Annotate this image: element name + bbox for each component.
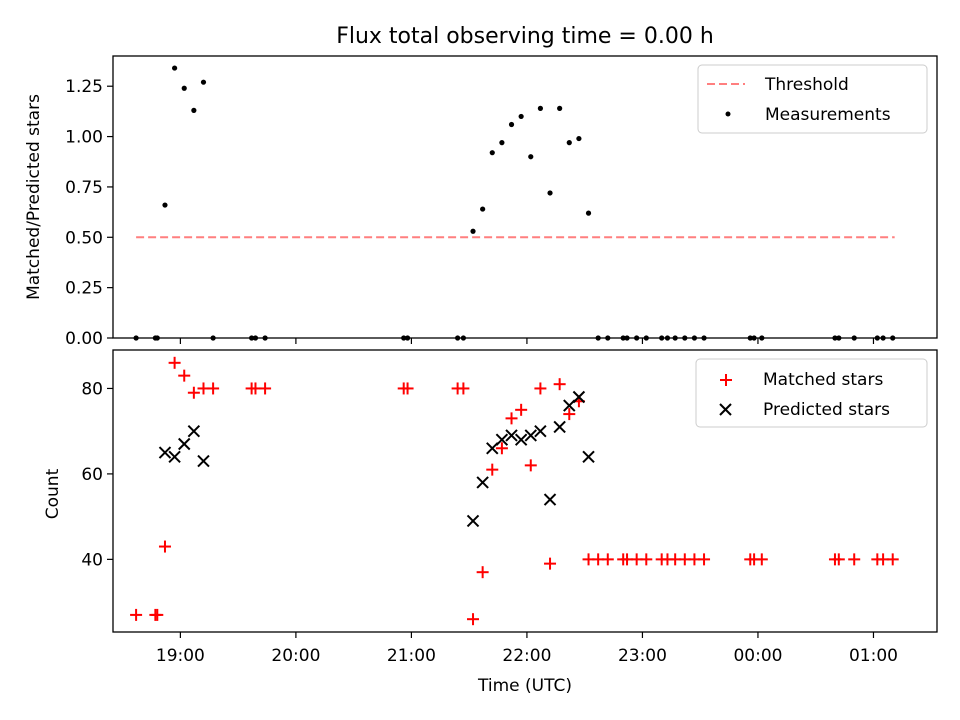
predicted-point-16 <box>572 390 586 404</box>
predicted-legend-label: Predicted stars <box>763 400 890 420</box>
matched-point-2 <box>151 608 164 621</box>
measurement-point-4 <box>172 65 178 71</box>
matched-point-46 <box>848 553 861 566</box>
matched-point-34 <box>640 553 653 566</box>
matched-point-23 <box>534 382 547 395</box>
matched-point-19 <box>495 442 508 455</box>
matched-point-0 <box>130 608 143 621</box>
matched-point-25 <box>553 378 566 391</box>
x-tick-label-0: 19:00 <box>156 646 205 666</box>
top-legend: Threshold Measurements <box>697 64 928 134</box>
y-tick-label-0-1: 0.25 <box>65 279 103 299</box>
predicted-point-5 <box>466 514 480 528</box>
predicted-point-11 <box>524 429 537 442</box>
measurement-point-23 <box>537 105 544 111</box>
predicted-point-17 <box>582 450 595 464</box>
predicted-point-3 <box>187 424 201 438</box>
y-tick-label-0-4: 1.00 <box>65 128 103 148</box>
matched-point-22 <box>524 459 537 472</box>
matched-point-18 <box>486 463 499 476</box>
measurements-legend-label: Measurements <box>765 105 891 125</box>
x-tick-label-2: 21:00 <box>387 646 436 666</box>
top-panel-frame <box>112 55 938 339</box>
measurement-point-16 <box>470 228 476 234</box>
matched-point-13 <box>401 382 414 395</box>
y-tick-label-0-0: 0.00 <box>65 329 103 349</box>
predicted-point-2 <box>178 437 191 451</box>
matched-point-17 <box>476 566 489 579</box>
threshold-legend-label: Threshold <box>764 75 849 95</box>
measurement-point-28 <box>585 210 592 216</box>
matched-point-4 <box>168 356 181 369</box>
matched-point-40 <box>698 553 711 566</box>
predicted-point-13 <box>543 493 557 506</box>
matched-point-26 <box>563 408 576 421</box>
matched-point-8 <box>207 382 220 395</box>
bottom-panel-frame <box>112 349 938 633</box>
x-axis-label: Time (UTC) <box>477 676 572 696</box>
y-tick-label-1-2: 80 <box>81 379 103 399</box>
matched-legend-swatch <box>720 374 732 386</box>
matched-point-20 <box>505 412 518 425</box>
matched-point-30 <box>601 553 614 566</box>
x-tick-label-6: 01:00 <box>849 646 898 666</box>
x-tick-label-1: 20:00 <box>271 646 320 666</box>
predicted-point-4 <box>197 454 210 468</box>
matched-legend-label: Matched stars <box>763 370 883 390</box>
predicted-point-12 <box>534 424 547 438</box>
y-tick-label-1-1: 60 <box>81 465 103 485</box>
measurement-point-22 <box>528 154 534 160</box>
x-tick-label-5: 00:00 <box>733 646 782 666</box>
bottom-legend-box <box>695 358 928 428</box>
measurement-point-18 <box>489 150 495 156</box>
top-panel-ylabel: Matched/Predicted stars <box>24 94 44 300</box>
predicted-point-0 <box>158 446 172 459</box>
matched-point-3 <box>158 540 171 553</box>
matched-point-43 <box>755 553 768 566</box>
matched-point-6 <box>187 386 200 399</box>
y-tick-label-1-0: 40 <box>81 550 103 570</box>
measurements-legend-swatch <box>725 111 731 117</box>
predicted-point-1 <box>168 450 181 464</box>
predicted-legend-swatch <box>719 403 732 416</box>
measurement-point-3 <box>162 202 168 208</box>
measurement-point-24 <box>547 190 553 196</box>
bottom-legend: Matched stars Predicted stars <box>695 358 928 428</box>
x-tick-label-3: 22:00 <box>502 646 551 666</box>
measurement-point-27 <box>576 135 582 142</box>
matched-point-49 <box>886 553 899 566</box>
measurement-point-25 <box>557 105 563 111</box>
measurement-point-21 <box>518 113 524 120</box>
bottom-panel: 40 60 80 19:00 20:00 21:00 22:00 23:00 00:00 01:0… <box>43 349 938 666</box>
predicted-point-6 <box>476 476 489 489</box>
matched-point-45 <box>832 553 845 566</box>
y-tick-label-0-5: 1.25 <box>65 77 103 97</box>
top-panel: 0.00 0.25 0.50 0.75 1.00 1.25 Matched/Predict… <box>24 55 938 349</box>
x-tick-label-4: 23:00 <box>618 646 667 666</box>
matched-point-5 <box>178 369 191 382</box>
measurement-point-20 <box>508 121 515 128</box>
matched-point-21 <box>515 403 528 416</box>
matched-point-16 <box>467 613 480 626</box>
predicted-point-9 <box>505 429 518 442</box>
predicted-point-14 <box>553 420 566 434</box>
matched-point-15 <box>457 382 470 395</box>
measurement-point-26 <box>566 140 572 146</box>
y-tick-label-0-3: 0.75 <box>65 178 103 198</box>
y-tick-label-0-2: 0.50 <box>65 228 103 248</box>
predicted-point-10 <box>514 433 528 446</box>
measurement-point-19 <box>499 140 505 146</box>
matched-point-11 <box>259 382 272 395</box>
measurement-point-6 <box>191 107 197 113</box>
measurement-point-17 <box>480 206 486 212</box>
matched-point-24 <box>544 557 557 570</box>
measurement-point-7 <box>200 79 207 85</box>
chart-title: Flux total observing time = 0.00 h <box>336 24 714 49</box>
bottom-panel-ylabel: Count <box>43 468 63 519</box>
top-legend-box <box>697 64 928 134</box>
predicted-point-8 <box>495 433 509 446</box>
measurement-point-5 <box>181 85 187 91</box>
